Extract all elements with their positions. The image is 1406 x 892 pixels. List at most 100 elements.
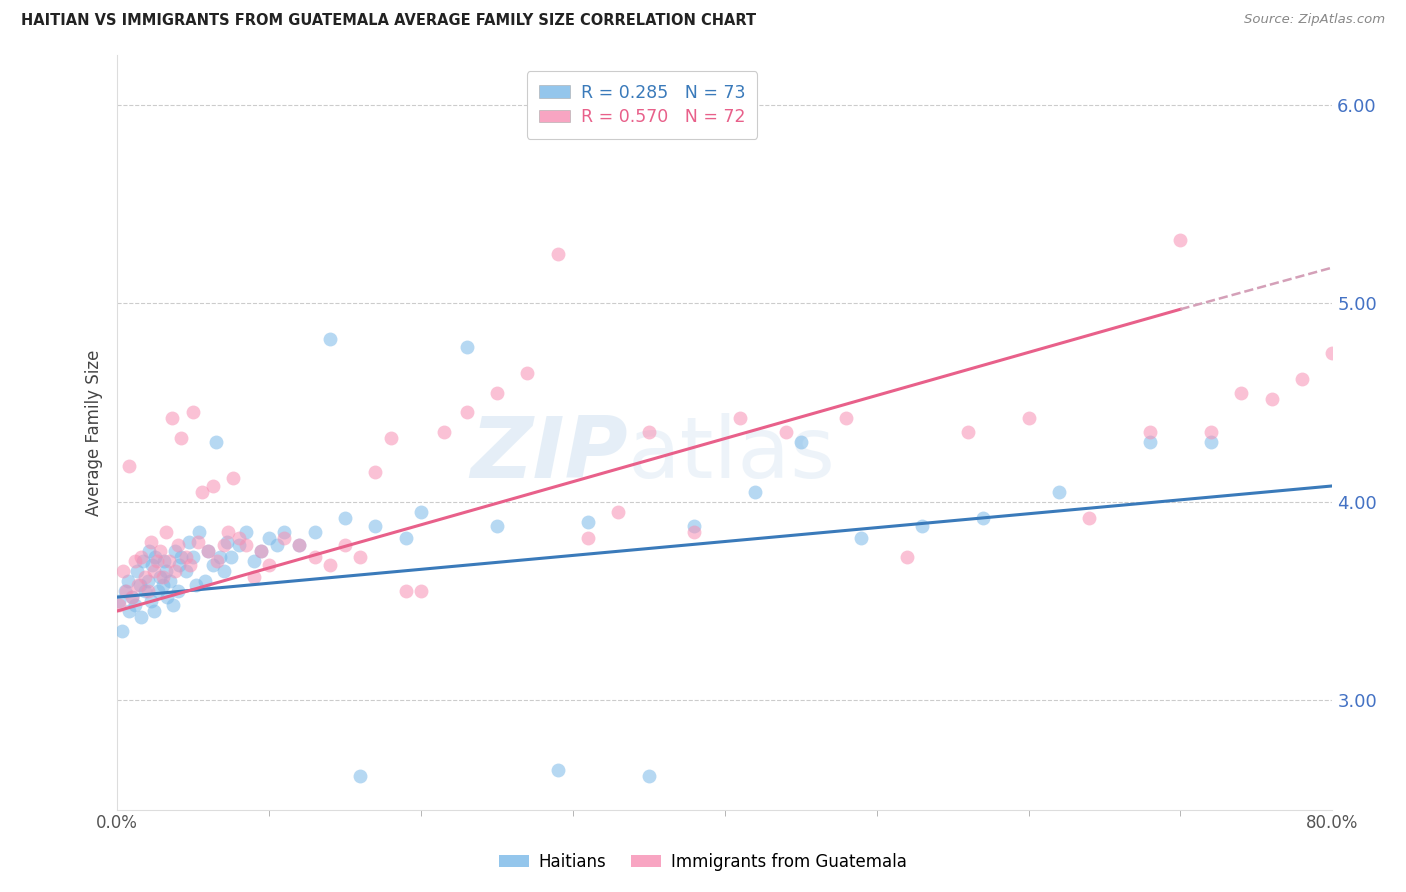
Point — [121, 590, 143, 604]
Y-axis label: Average Family Size: Average Family Size — [86, 349, 103, 516]
Point — [125, 564, 148, 578]
Point — [1230, 385, 1253, 400]
Point — [129, 578, 152, 592]
Point — [409, 584, 432, 599]
Point — [112, 564, 135, 578]
Point — [174, 550, 197, 565]
Point — [149, 570, 172, 584]
Point — [138, 544, 160, 558]
Point — [728, 411, 751, 425]
Point — [243, 554, 266, 568]
Point — [136, 584, 159, 599]
Point — [107, 598, 129, 612]
Point — [273, 524, 295, 539]
Point — [972, 510, 994, 524]
Point — [683, 518, 706, 533]
Point — [142, 564, 165, 578]
Point — [212, 539, 235, 553]
Point — [111, 624, 134, 638]
Point — [319, 558, 342, 573]
Point — [139, 594, 162, 608]
Point — [134, 570, 156, 584]
Point — [683, 524, 706, 539]
Point — [576, 515, 599, 529]
Point — [194, 574, 217, 589]
Point — [250, 544, 273, 558]
Point — [124, 598, 146, 612]
Point — [141, 558, 163, 573]
Point — [152, 570, 174, 584]
Point — [1291, 372, 1313, 386]
Point — [155, 524, 177, 539]
Point — [288, 539, 311, 553]
Point — [177, 534, 200, 549]
Point — [380, 431, 402, 445]
Point — [142, 604, 165, 618]
Legend: R = 0.285   N = 73, R = 0.570   N = 72: R = 0.285 N = 73, R = 0.570 N = 72 — [527, 71, 758, 138]
Point — [1078, 510, 1101, 524]
Point — [118, 459, 141, 474]
Text: HAITIAN VS IMMIGRANTS FROM GUATEMALA AVERAGE FAMILY SIZE CORRELATION CHART: HAITIAN VS IMMIGRANTS FROM GUATEMALA AVE… — [21, 13, 756, 29]
Point — [197, 544, 219, 558]
Point — [143, 550, 166, 565]
Point — [637, 769, 659, 783]
Point — [1260, 392, 1282, 406]
Point — [395, 584, 418, 599]
Point — [364, 518, 387, 533]
Point — [576, 531, 599, 545]
Point — [456, 340, 478, 354]
Point — [174, 564, 197, 578]
Point — [1139, 425, 1161, 440]
Point — [1199, 435, 1222, 450]
Point — [911, 518, 934, 533]
Point — [170, 431, 193, 445]
Point — [333, 539, 356, 553]
Point — [197, 544, 219, 558]
Point — [349, 550, 371, 565]
Point — [395, 531, 418, 545]
Point — [170, 550, 193, 565]
Point — [169, 558, 191, 573]
Point — [114, 584, 136, 599]
Point — [201, 558, 224, 573]
Point — [364, 465, 387, 479]
Point — [131, 550, 153, 565]
Point — [896, 550, 918, 565]
Point — [159, 574, 181, 589]
Point — [179, 558, 201, 573]
Point — [235, 524, 257, 539]
Point — [1139, 435, 1161, 450]
Point — [288, 539, 311, 553]
Legend: Haitians, Immigrants from Guatemala: Haitians, Immigrants from Guatemala — [491, 845, 915, 880]
Point — [456, 405, 478, 419]
Point — [775, 425, 797, 440]
Point — [209, 550, 232, 565]
Point — [132, 554, 155, 568]
Point — [131, 610, 153, 624]
Point — [243, 570, 266, 584]
Point — [257, 531, 280, 545]
Point — [547, 763, 569, 777]
Point — [121, 590, 143, 604]
Point — [257, 558, 280, 573]
Point — [163, 544, 186, 558]
Point — [162, 598, 184, 612]
Point — [851, 531, 873, 545]
Point — [1170, 233, 1192, 247]
Point — [215, 534, 238, 549]
Point — [127, 578, 149, 592]
Text: atlas: atlas — [627, 414, 835, 497]
Point — [187, 534, 209, 549]
Point — [145, 554, 167, 568]
Point — [181, 405, 204, 419]
Point — [149, 544, 172, 558]
Text: ZIP: ZIP — [470, 414, 627, 497]
Point — [956, 425, 979, 440]
Point — [153, 554, 176, 568]
Point — [115, 584, 138, 599]
Point — [547, 246, 569, 260]
Point — [118, 604, 141, 618]
Point — [433, 425, 456, 440]
Point — [163, 564, 186, 578]
Point — [1047, 484, 1070, 499]
